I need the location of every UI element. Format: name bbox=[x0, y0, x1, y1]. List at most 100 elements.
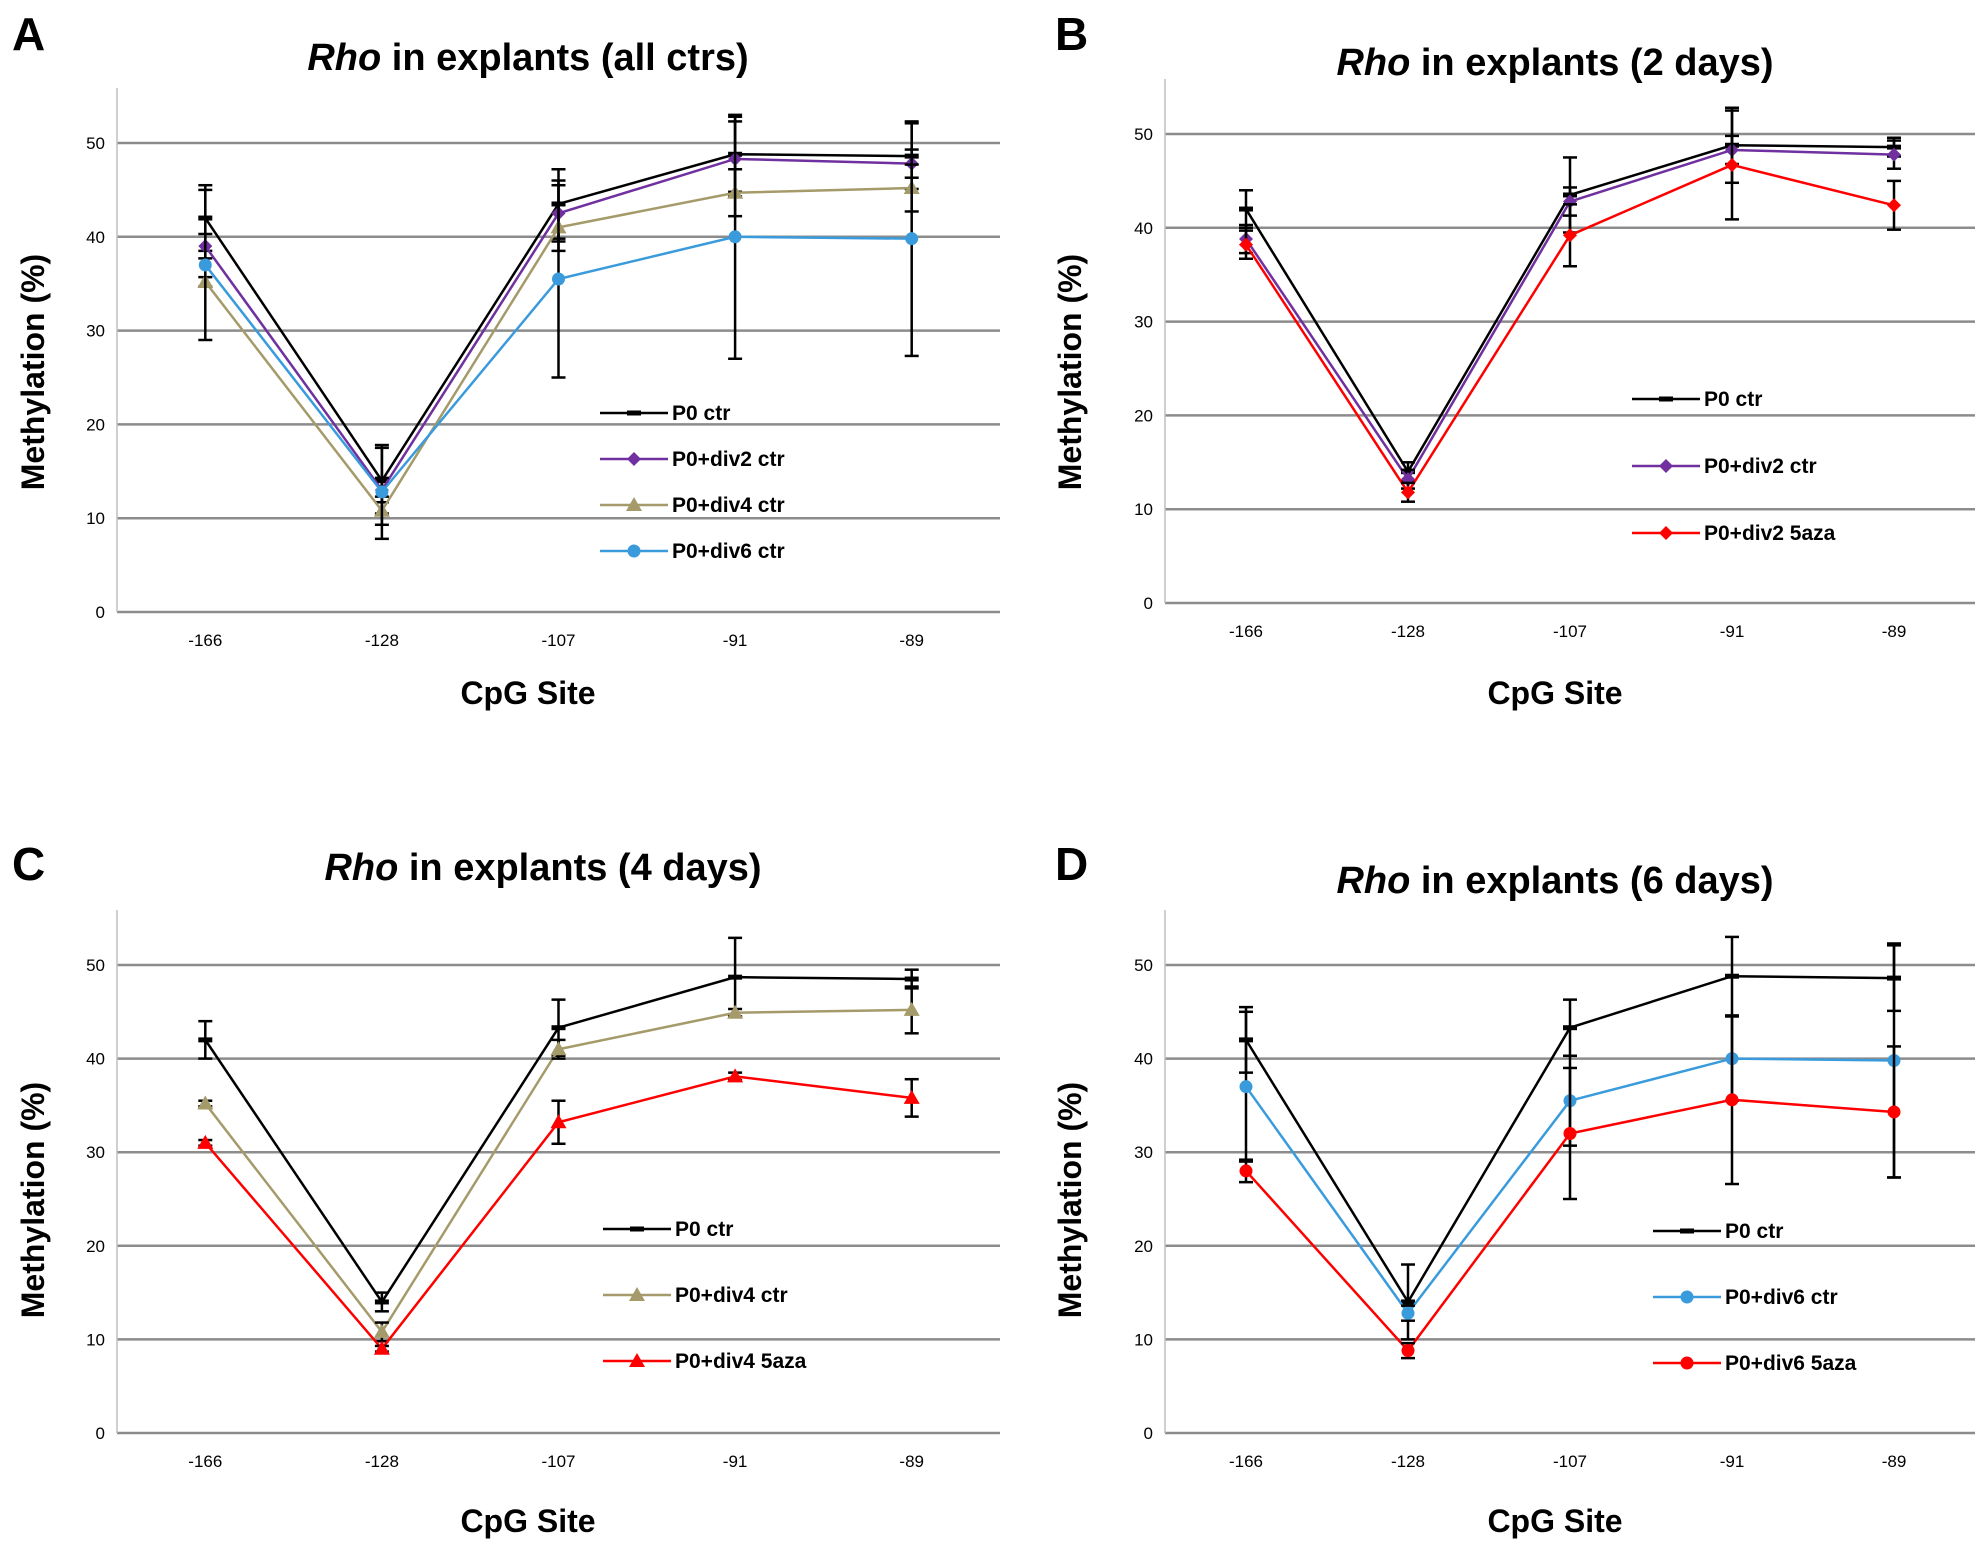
panel-letter: D bbox=[1055, 838, 1088, 890]
data-point bbox=[727, 1068, 744, 1083]
chart-title: Rho in explants (6 days) bbox=[1336, 860, 1773, 902]
x-tick-label: -107 bbox=[1553, 1452, 1587, 1471]
legend-marker bbox=[1659, 396, 1673, 402]
legend-marker bbox=[1680, 1290, 1694, 1304]
data-point bbox=[1401, 1299, 1415, 1305]
legend-marker bbox=[627, 544, 641, 558]
data-point bbox=[373, 1340, 390, 1355]
x-tick-label: -89 bbox=[1882, 622, 1907, 641]
legend-label: P0 ctr bbox=[1725, 1220, 1783, 1243]
legend-marker bbox=[626, 497, 642, 511]
chart-title-italic: Rho bbox=[324, 847, 398, 889]
data-point bbox=[1239, 1164, 1253, 1178]
panel-letter: A bbox=[12, 8, 45, 60]
series-p0-ctr bbox=[1239, 106, 1901, 483]
series-p0-div6-ctr bbox=[198, 113, 919, 541]
y-tick-label: 50 bbox=[86, 956, 105, 975]
y-tick-label: 0 bbox=[96, 603, 105, 622]
y-tick-label: 10 bbox=[86, 1330, 105, 1349]
data-point bbox=[1563, 1025, 1577, 1031]
legend-marker bbox=[629, 1353, 645, 1367]
legend-label: P0+div6 ctr bbox=[1725, 1286, 1838, 1309]
y-tick-label: 10 bbox=[86, 509, 105, 528]
data-point bbox=[551, 1025, 566, 1031]
y-tick-label: 0 bbox=[1144, 1424, 1153, 1443]
legend-marker bbox=[1680, 1356, 1694, 1370]
data-point bbox=[727, 1004, 744, 1019]
x-tick-label: -91 bbox=[723, 1452, 748, 1471]
legend-marker bbox=[1659, 459, 1673, 473]
legend-marker bbox=[1680, 1228, 1694, 1234]
x-tick-label: -166 bbox=[1229, 622, 1263, 641]
chart-title-italic: Rho bbox=[1336, 860, 1410, 902]
x-tick-label: -128 bbox=[365, 1452, 399, 1471]
chart-title-rest: in explants (6 days) bbox=[1410, 860, 1773, 902]
legend-marker bbox=[629, 1287, 645, 1301]
data-point bbox=[550, 1114, 567, 1129]
data-point bbox=[1887, 198, 1901, 213]
y-axis-label: Methylation (%) bbox=[1052, 254, 1088, 490]
data-point bbox=[905, 232, 919, 246]
legend-marker bbox=[1659, 526, 1673, 540]
x-axis-label: CpG Site bbox=[1487, 1503, 1622, 1539]
y-tick-label: 10 bbox=[1134, 500, 1153, 519]
data-point bbox=[903, 1089, 920, 1104]
data-point bbox=[198, 258, 212, 272]
x-tick-label: -128 bbox=[1391, 1452, 1425, 1471]
legend-label: P0+div4 ctr bbox=[675, 1284, 788, 1307]
x-tick-label: -89 bbox=[899, 631, 924, 650]
x-tick-label: -107 bbox=[541, 1452, 575, 1471]
data-point bbox=[550, 1041, 567, 1056]
data-point bbox=[1887, 147, 1901, 162]
data-point bbox=[552, 272, 565, 286]
panel-a: A Rho in explants (all ctrs) 0 10 20 30 40 50 -1… bbox=[12, 8, 1000, 711]
data-point bbox=[1401, 1306, 1415, 1320]
chart-title: Rho in explants (all ctrs) bbox=[307, 37, 748, 79]
data-point bbox=[728, 230, 742, 244]
x-tick-label: -107 bbox=[1553, 622, 1587, 641]
data-point bbox=[197, 1134, 214, 1149]
y-tick-label: 50 bbox=[1134, 956, 1153, 975]
x-axis-label: CpG Site bbox=[460, 675, 595, 711]
data-point bbox=[1725, 157, 1739, 172]
y-tick-label: 0 bbox=[96, 1424, 105, 1443]
y-tick-label: 0 bbox=[1144, 594, 1153, 613]
data-point bbox=[1563, 228, 1577, 243]
data-point bbox=[904, 976, 919, 982]
data-point bbox=[728, 974, 743, 980]
legend-marker bbox=[630, 1226, 644, 1232]
data-point bbox=[198, 1037, 213, 1043]
chart-title-italic: Rho bbox=[307, 37, 381, 79]
y-tick-label: 50 bbox=[86, 134, 105, 153]
legend-label: P0+div2 5aza bbox=[1704, 522, 1836, 545]
legend-label: P0+div4 5aza bbox=[675, 1350, 807, 1373]
chart-title-rest: in explants (all ctrs) bbox=[381, 37, 748, 79]
panel-letter: C bbox=[12, 838, 45, 890]
data-point bbox=[197, 1095, 214, 1110]
x-tick-label: -166 bbox=[188, 1452, 222, 1471]
x-tick-label: -166 bbox=[1229, 1452, 1263, 1471]
panel-b: B Rho in explants (2 days) 0 10 20 30 40 50 -166… bbox=[1052, 8, 1975, 711]
panel-d: D Rho in explants (6 days) 0 10 20 30 40 50 -166… bbox=[1052, 838, 1975, 1539]
y-tick-label: 30 bbox=[86, 322, 105, 341]
x-tick-label: -91 bbox=[1720, 622, 1745, 641]
series-p0-div4-ctr bbox=[197, 985, 920, 1343]
chart-title-rest: in explants (4 days) bbox=[398, 847, 761, 889]
y-tick-label: 40 bbox=[1134, 219, 1153, 238]
x-tick-label: -128 bbox=[365, 631, 399, 650]
y-axis-label: Methylation (%) bbox=[15, 1082, 51, 1318]
y-tick-label: 50 bbox=[1134, 125, 1153, 144]
y-tick-label: 20 bbox=[86, 1237, 105, 1256]
y-axis-label: Methylation (%) bbox=[1052, 1082, 1088, 1318]
data-point bbox=[1725, 973, 1739, 979]
legend-marker bbox=[627, 452, 641, 466]
x-tick-label: -128 bbox=[1391, 622, 1425, 641]
chart-title: Rho in explants (4 days) bbox=[324, 847, 761, 889]
y-axis-label: Methylation (%) bbox=[15, 254, 51, 490]
legend-label: P0+div4 ctr bbox=[672, 494, 785, 517]
legend-label: P0+div2 ctr bbox=[672, 448, 785, 471]
data-point bbox=[1401, 1344, 1415, 1358]
y-tick-label: 20 bbox=[1134, 1237, 1153, 1256]
series-p0-div2-5aza bbox=[1239, 109, 1901, 503]
